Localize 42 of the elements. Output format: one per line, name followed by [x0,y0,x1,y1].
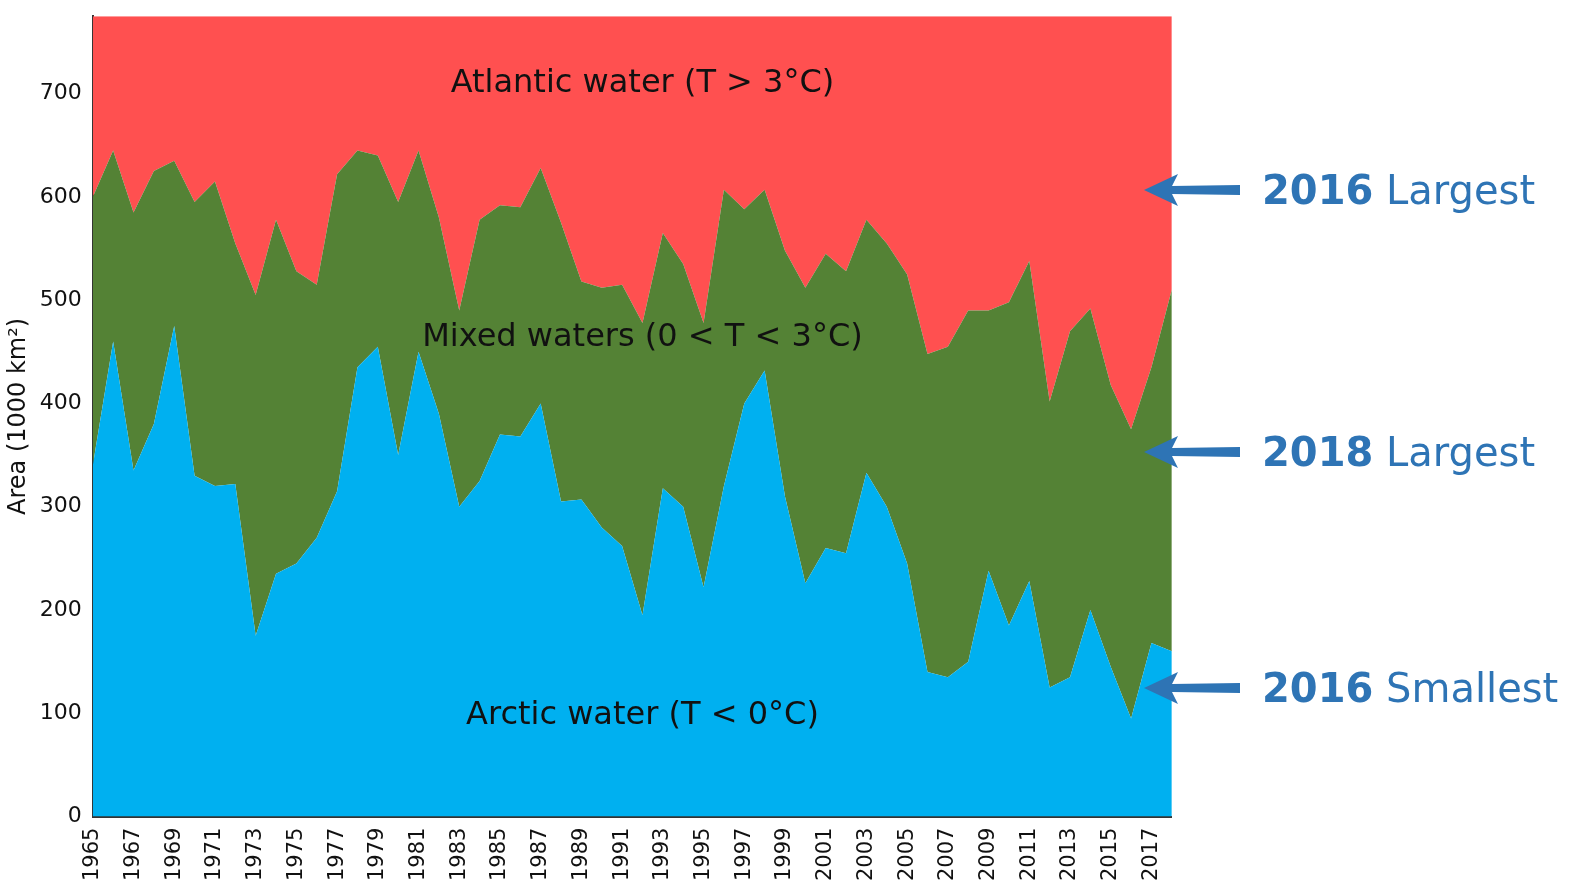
y-tick-label: 700 [39,79,82,105]
x-tick-label: 1981 [404,827,429,882]
y-axis-title: Area (1000 km²) [2,317,31,515]
x-tick-label: 2013 [1056,827,1081,882]
x-tick-label: 2011 [1015,827,1040,882]
y-tick-label: 300 [39,492,82,518]
y-tick-label: 600 [39,182,82,208]
y-tick-label: 100 [39,699,82,724]
y-tick-label: 200 [39,595,82,621]
text: 2016 Smallest [1262,665,1559,711]
x-tick-label: 1983 [445,827,470,882]
x-tick-label: 1969 [160,827,185,882]
x-tick-label: 1997 [730,827,755,882]
x-tick-label: 1967 [119,827,144,882]
x-tick-label: 1995 [690,827,714,882]
x-tick-label: 1985 [486,827,511,882]
x-tick-label: 1979 [364,827,389,882]
y-tick-label: 0 [67,802,82,828]
series-label: Atlantic water (T > 3°C) [450,61,835,100]
series-label: Mixed waters (0 < T < 3°C) [422,315,863,354]
x-tick-label: 2017 [1137,827,1162,882]
x-tick-label: 2001 [812,827,837,882]
x-tick-label: 1989 [567,827,592,882]
x-tick-label: 1991 [608,827,633,882]
series-label: Arctic water (T < 0°C) [466,694,819,733]
x-tick-label: 2007 [934,827,959,882]
x-tick-label: 2015 [1097,827,1122,882]
text: 2016 Largest [1262,167,1536,213]
x-tick-label: 1987 [527,827,552,882]
x-tick-label: 1999 [771,827,796,882]
text: 2018 Largest [1262,429,1536,475]
x-tick-label: 1977 [323,827,348,882]
x-tick-label: 2009 [975,827,1000,882]
x-tick-label: 1973 [242,827,267,882]
x-tick-label: 2005 [893,827,918,882]
x-tick-label: 2003 [852,827,877,882]
y-tick-label: 400 [39,389,82,415]
x-tick-label: 1993 [649,827,674,882]
x-tick-label: 1971 [201,827,226,882]
x-tick-label: 1965 [79,827,104,882]
y-tick-label: 500 [39,285,82,311]
x-tick-label: 1975 [282,827,307,882]
